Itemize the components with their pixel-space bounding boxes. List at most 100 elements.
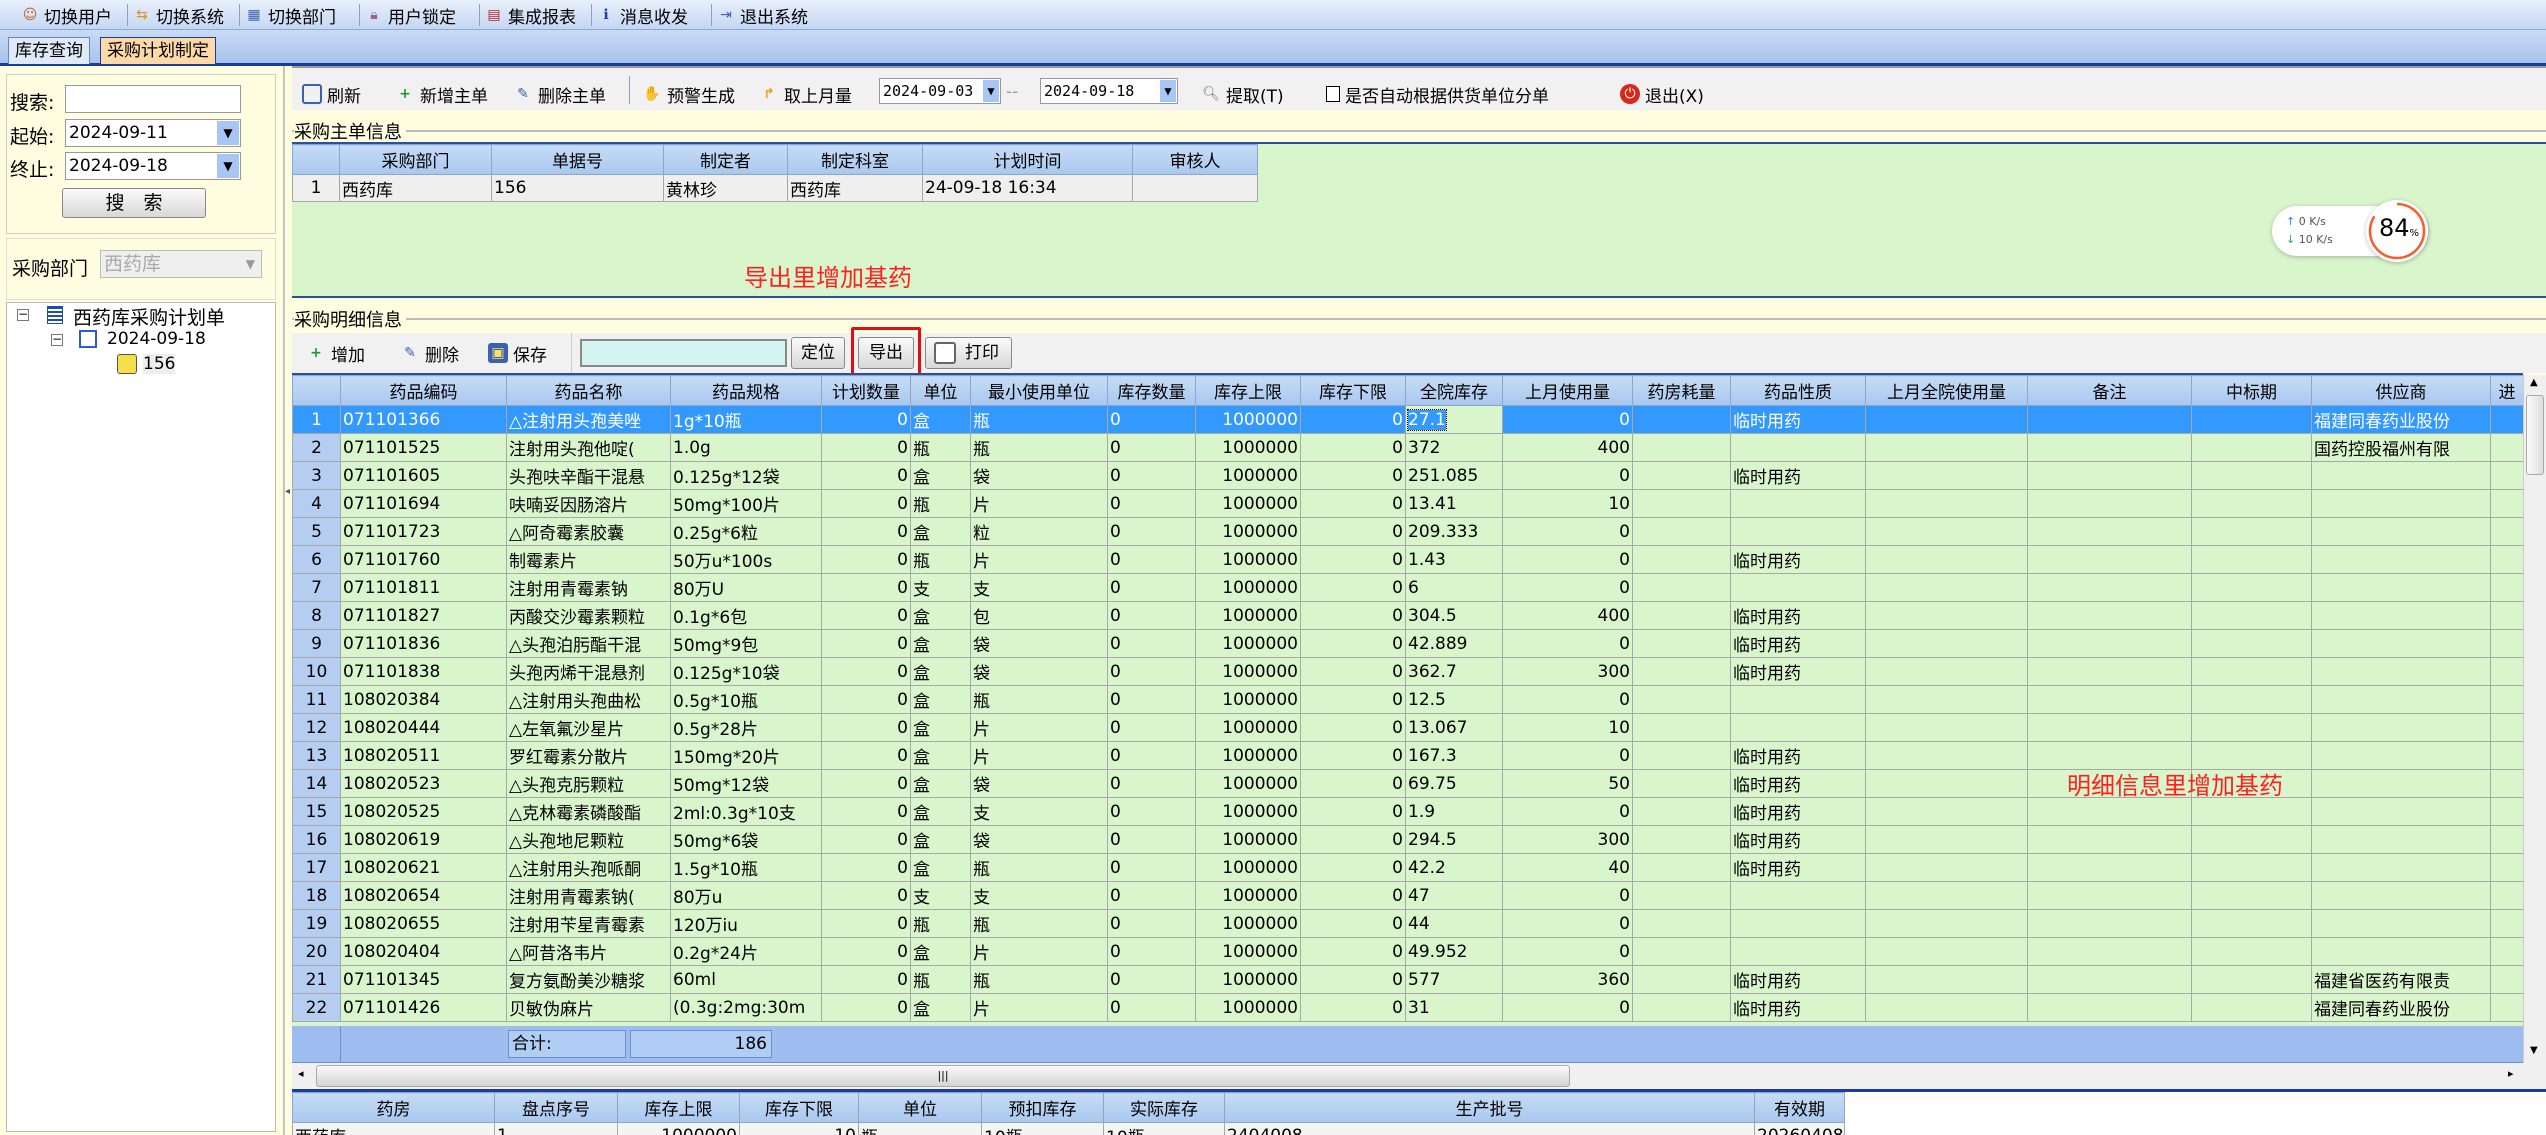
table-cell[interactable]: 50mg*100片 bbox=[670, 489, 822, 518]
table-cell[interactable]: 0 bbox=[821, 909, 911, 938]
table-cell[interactable]: 0 bbox=[1502, 545, 1633, 574]
table-cell[interactable]: 2404008 bbox=[1224, 1122, 1755, 1135]
table-cell[interactable] bbox=[2191, 489, 2312, 518]
table-cell[interactable]: 临时用药 bbox=[1730, 741, 1866, 770]
table-cell[interactable]: 福建省医药有限责 bbox=[2311, 965, 2491, 994]
table-cell[interactable]: 盒 bbox=[910, 657, 971, 686]
table-cell[interactable]: 0 bbox=[1107, 657, 1196, 686]
table-cell[interactable]: 瓶 bbox=[910, 909, 971, 938]
table-cell[interactable]: 0 bbox=[821, 629, 911, 658]
table-cell[interactable]: 0 bbox=[821, 433, 911, 462]
table-cell[interactable]: 0 bbox=[1107, 741, 1196, 770]
table-cell[interactable] bbox=[1632, 853, 1731, 882]
delete-master-button[interactable]: ✎ 删除主单 bbox=[513, 80, 606, 108]
table-cell[interactable]: 注射用青霉素钠( bbox=[506, 881, 671, 910]
table-cell[interactable]: 0 bbox=[1107, 881, 1196, 910]
table-cell[interactable] bbox=[1865, 629, 2028, 658]
table-cell[interactable]: 360 bbox=[1502, 965, 1633, 994]
table-cell[interactable]: 盒 bbox=[910, 825, 971, 854]
table-cell[interactable]: △阿奇霉素胶囊 bbox=[506, 517, 671, 546]
table-cell[interactable] bbox=[2490, 601, 2523, 630]
table-cell[interactable]: 1000000 bbox=[1195, 629, 1301, 658]
table-cell[interactable]: 0 bbox=[821, 545, 911, 574]
table-cell[interactable]: 167.3 bbox=[1405, 741, 1503, 770]
table-cell[interactable]: 50万u*100s bbox=[670, 545, 822, 574]
table-cell[interactable]: 0.2g*24片 bbox=[670, 937, 822, 966]
table-cell[interactable]: 1000000 bbox=[1195, 825, 1301, 854]
table-cell[interactable] bbox=[2027, 433, 2192, 462]
table-cell[interactable]: 0 bbox=[1107, 713, 1196, 742]
table-cell[interactable] bbox=[2490, 489, 2523, 518]
table-cell[interactable] bbox=[2191, 769, 2312, 798]
table-cell[interactable] bbox=[2027, 685, 2192, 714]
table-cell[interactable]: 头孢丙烯干混悬剂 bbox=[506, 657, 671, 686]
table-cell[interactable]: 0 bbox=[821, 741, 911, 770]
table-cell[interactable] bbox=[1865, 517, 2028, 546]
table-cell[interactable] bbox=[2490, 769, 2523, 798]
table-cell[interactable]: 0 bbox=[821, 657, 911, 686]
table-cell[interactable]: 0.5g*10瓶 bbox=[670, 685, 822, 714]
table-cell[interactable] bbox=[1632, 937, 1731, 966]
table-cell[interactable]: 40 bbox=[1502, 853, 1633, 882]
table-cell[interactable] bbox=[2027, 629, 2192, 658]
table-cell[interactable]: 294.5 bbox=[1405, 825, 1503, 854]
table-row[interactable]: 5 071101723 △阿奇霉素胶囊 0.25g*6粒 0 盒粒 0 1000000 0 209… bbox=[292, 517, 2523, 546]
table-row[interactable]: 6 071101760 制霉素片 50万u*100s 0 瓶片 0 1000000 0 1.43 0… bbox=[292, 545, 2523, 574]
table-cell[interactable]: 10 bbox=[1502, 713, 1633, 742]
table-row[interactable]: 19 108020655 注射用苄星青霉素 120万iu 0 瓶瓶 0 1000000 0 44 0 bbox=[292, 909, 2523, 938]
chevron-left-icon[interactable]: ◂ bbox=[285, 486, 291, 497]
table-cell[interactable] bbox=[1632, 517, 1731, 546]
table-cell[interactable]: 支 bbox=[970, 797, 1108, 826]
tree-date[interactable]: 2024-09-18 bbox=[107, 329, 206, 349]
table-cell[interactable]: 瓶 bbox=[858, 1122, 982, 1135]
table-cell[interactable] bbox=[2027, 713, 2192, 742]
table-row[interactable]: 13 108020511 罗红霉素分散片 150mg*20片 0 盒片 0 1000000 0 1… bbox=[292, 741, 2523, 770]
table-cell[interactable]: 0 bbox=[1300, 629, 1406, 658]
table-cell[interactable]: 0 bbox=[821, 405, 911, 434]
table-cell[interactable] bbox=[1132, 174, 1258, 202]
table-cell[interactable]: 罗红霉素分散片 bbox=[506, 741, 671, 770]
table-cell[interactable] bbox=[2027, 825, 2192, 854]
table-cell[interactable] bbox=[1865, 769, 2028, 798]
table-cell[interactable]: 0.1g*6包 bbox=[670, 601, 822, 630]
table-cell[interactable] bbox=[2311, 685, 2491, 714]
table-cell[interactable]: 盒 bbox=[910, 741, 971, 770]
table-cell[interactable]: 577 bbox=[1405, 965, 1503, 994]
table-cell[interactable] bbox=[2191, 965, 2312, 994]
table-cell[interactable] bbox=[1632, 461, 1731, 490]
table-cell[interactable]: 1000000 bbox=[1195, 993, 1301, 1022]
table-cell[interactable] bbox=[1632, 573, 1731, 602]
table-cell[interactable] bbox=[2191, 713, 2312, 742]
table-cell[interactable]: 50 bbox=[1502, 769, 1633, 798]
table-cell[interactable]: 1000000 bbox=[1195, 797, 1301, 826]
table-cell[interactable] bbox=[2027, 937, 2192, 966]
table-cell[interactable]: △头孢克肟颗粒 bbox=[506, 769, 671, 798]
scroll-thumb[interactable]: ||| bbox=[316, 1065, 1570, 1087]
table-cell[interactable] bbox=[1730, 909, 1866, 938]
table-cell[interactable]: 0 bbox=[821, 937, 911, 966]
table-cell[interactable]: 13.41 bbox=[1405, 489, 1503, 518]
table-cell[interactable]: 0.125g*12袋 bbox=[670, 461, 822, 490]
table-row[interactable]: 西药库1100000010瓶10瓶10瓶240400820260408 bbox=[292, 1122, 1845, 1135]
table-cell[interactable]: 片 bbox=[970, 713, 1108, 742]
table-cell[interactable]: 0 bbox=[1300, 517, 1406, 546]
table-cell[interactable]: 0 bbox=[1300, 937, 1406, 966]
table-cell[interactable] bbox=[1865, 685, 2028, 714]
table-cell[interactable]: 80万u bbox=[670, 881, 822, 910]
table-cell[interactable]: 60ml bbox=[670, 965, 822, 994]
table-cell[interactable]: 150mg*20片 bbox=[670, 741, 822, 770]
table-cell[interactable]: 1g*10瓶 bbox=[670, 405, 822, 434]
table-cell[interactable]: 0 bbox=[821, 881, 911, 910]
table-cell[interactable]: 0 bbox=[821, 853, 911, 882]
table-cell[interactable]: 1 bbox=[292, 174, 340, 202]
table-cell[interactable] bbox=[2191, 405, 2312, 434]
table-cell[interactable]: 0 bbox=[1107, 909, 1196, 938]
table-cell[interactable]: 盒 bbox=[910, 993, 971, 1022]
table-cell[interactable]: 1.9 bbox=[1405, 797, 1503, 826]
warn-generate-button[interactable]: ✋ 预警生成 bbox=[642, 80, 735, 108]
column-header[interactable]: 单位 bbox=[858, 1092, 982, 1123]
delete-row-button[interactable]: ✎ 删除 bbox=[400, 339, 459, 367]
table-cell[interactable]: 0 bbox=[1502, 881, 1633, 910]
table-cell[interactable] bbox=[2191, 601, 2312, 630]
table-cell[interactable] bbox=[2311, 853, 2491, 882]
